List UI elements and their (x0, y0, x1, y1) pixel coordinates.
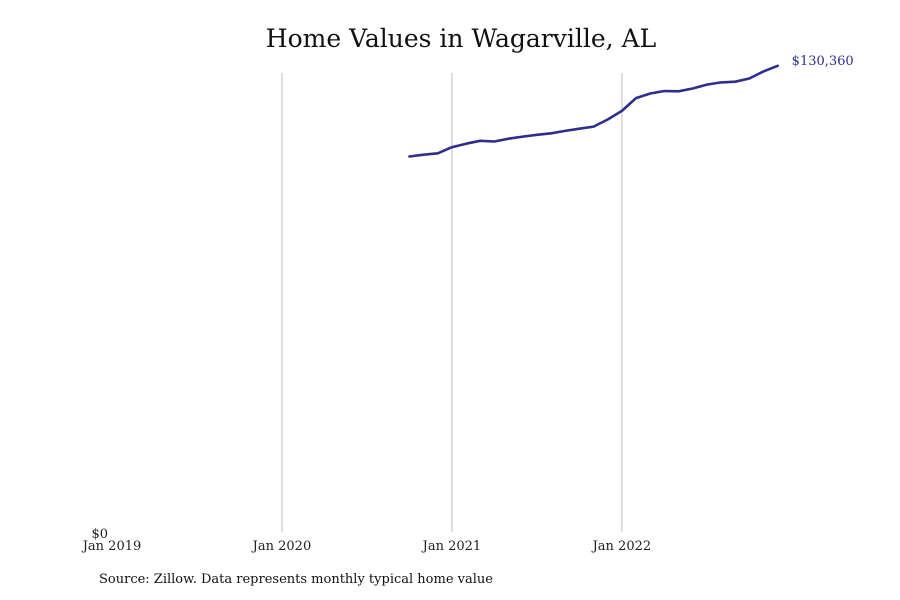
y-tick-label: $0 (91, 527, 108, 542)
x-axis: Jan 2019 Jan 2020 Jan 2021 Jan 2022 (81, 539, 651, 554)
x-tick-label: Jan 2019 (81, 539, 142, 554)
source-note: Source: Zillow. Data represents monthly … (99, 572, 493, 587)
end-value-label: $130,360 (792, 54, 854, 69)
chart-title: Home Values in Wagarville, AL (265, 24, 657, 53)
x-tick-label: Jan 2020 (251, 539, 312, 554)
series-line (408, 64, 780, 158)
series-layer: $130,360 (408, 54, 854, 158)
x-tick-label: Jan 2022 (591, 539, 652, 554)
gridlines (281, 73, 623, 532)
y-axis: $0 (91, 527, 108, 542)
x-tick-label: Jan 2021 (421, 539, 482, 554)
